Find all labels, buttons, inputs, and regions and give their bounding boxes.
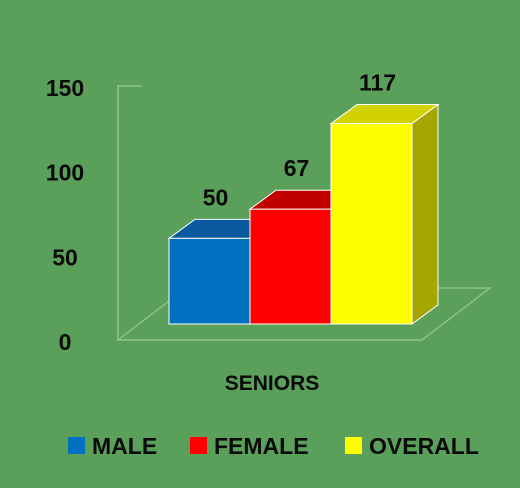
category-label: SENIORS	[225, 372, 320, 395]
data-label: 50	[203, 184, 229, 210]
legend-label: MALE	[92, 433, 157, 459]
back-wall	[117, 85, 142, 340]
bar-male: 50	[167, 184, 278, 325]
data-label: 67	[284, 155, 310, 181]
y-tick-label: 100	[46, 160, 84, 186]
legend-swatch	[190, 437, 207, 454]
legend-swatch	[345, 437, 362, 454]
bar-female: 67	[248, 155, 359, 325]
y-tick-label: 50	[52, 244, 78, 270]
chart-frame	[115, 85, 493, 341]
legend: MALE FEMALE OVERALL	[68, 433, 479, 459]
bar-side-face	[411, 103, 439, 325]
y-axis-ticks: 0 50 100 150	[46, 75, 84, 355]
legend-item-overall: OVERALL	[345, 433, 479, 459]
bar-front-face	[330, 123, 413, 325]
bar-front-face	[249, 208, 332, 325]
legend-label: OVERALL	[369, 433, 479, 459]
legend-item-male: MALE	[68, 433, 157, 459]
bar-overall: 117	[329, 70, 440, 325]
y-tick-label: 0	[59, 329, 72, 355]
legend-label: FEMALE	[214, 433, 309, 459]
bar-front-face	[168, 237, 251, 325]
y-tick-label: 150	[46, 75, 84, 101]
data-label: 117	[359, 70, 396, 96]
bars: 50 67 117	[167, 70, 440, 325]
legend-swatch	[68, 437, 85, 454]
legend-item-female: FEMALE	[190, 433, 309, 459]
chart-floor	[115, 287, 493, 341]
